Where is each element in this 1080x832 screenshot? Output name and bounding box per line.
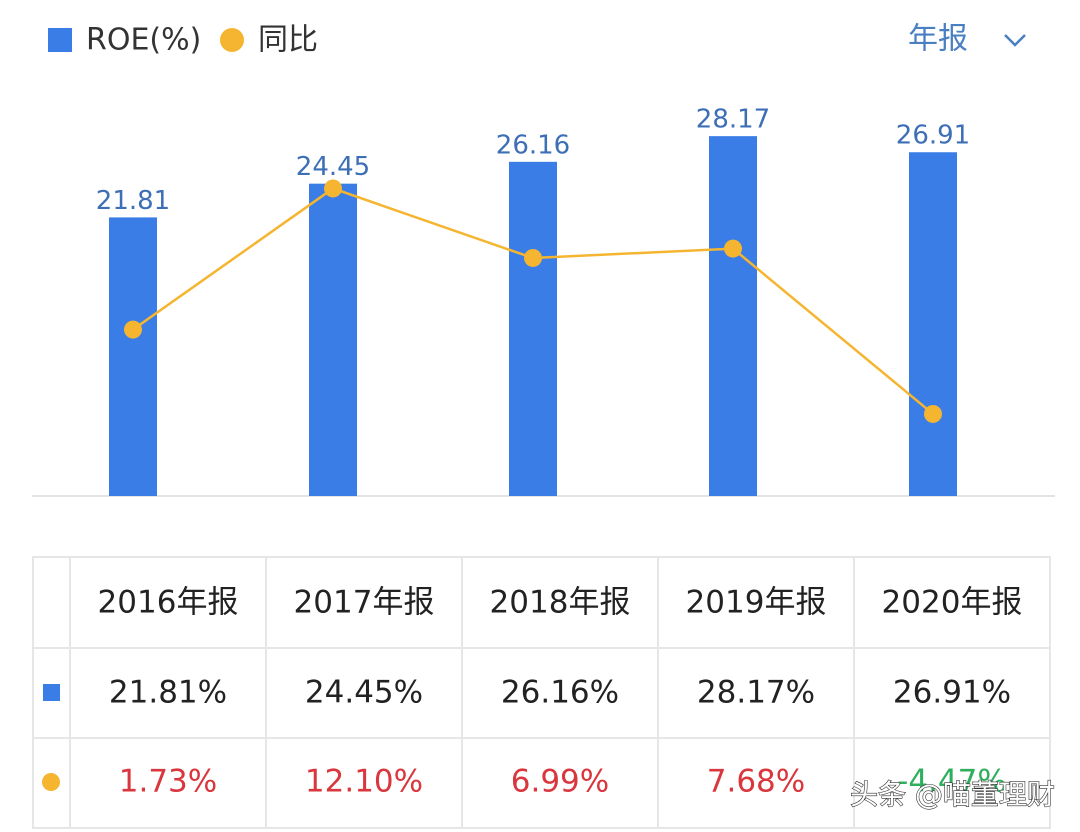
- period-selector[interactable]: 年报: [908, 22, 968, 57]
- line-point: [724, 239, 742, 258]
- legend-marker: [220, 28, 244, 52]
- table-cell: -4.47%: [897, 764, 1007, 800]
- bar: [709, 136, 757, 496]
- line-point: [124, 320, 142, 339]
- table-cell: 1.73%: [119, 764, 217, 800]
- bar-value-label: 28.17: [696, 105, 770, 135]
- line-point: [924, 404, 942, 423]
- table-cell: 7.68%: [707, 764, 805, 800]
- table-cell: 12.10%: [305, 764, 423, 800]
- table-cell: 21.81%: [109, 675, 227, 711]
- bar: [909, 152, 957, 496]
- row-marker: [42, 773, 60, 791]
- table-border: [32, 556, 1051, 829]
- legend-label: 同比: [258, 23, 318, 58]
- bar: [509, 161, 557, 497]
- bar-value-label: 24.45: [296, 152, 370, 182]
- line-point: [324, 179, 342, 198]
- row-marker: [43, 684, 60, 701]
- legend-label: ROE(%): [86, 23, 201, 58]
- legend-marker: [48, 28, 72, 52]
- bar-value-label: 26.16: [496, 130, 570, 160]
- table-header-cell: 2020年报: [882, 585, 1023, 621]
- table-cell: 26.16%: [501, 675, 619, 711]
- bar: [109, 217, 157, 496]
- table-header-cell: 2017年报: [294, 585, 435, 621]
- bar-value-label: 26.91: [896, 121, 970, 151]
- table-header-cell: 2018年报: [490, 585, 631, 621]
- line-point: [524, 248, 542, 267]
- bar-value-label: 21.81: [96, 186, 170, 216]
- table-cell: 28.17%: [697, 675, 815, 711]
- bar: [309, 183, 357, 497]
- table-grid: [33, 557, 1050, 828]
- table-header-cell: 2016年报: [98, 585, 239, 621]
- table-cell: 24.45%: [305, 675, 423, 711]
- table-header-cell: 2019年报: [686, 585, 827, 621]
- dropdown-chevron[interactable]: [1004, 34, 1026, 47]
- watermark: 头条 @喵董理财: [850, 778, 1055, 811]
- table-cell: 26.91%: [893, 675, 1011, 711]
- table-cell: 6.99%: [511, 764, 609, 800]
